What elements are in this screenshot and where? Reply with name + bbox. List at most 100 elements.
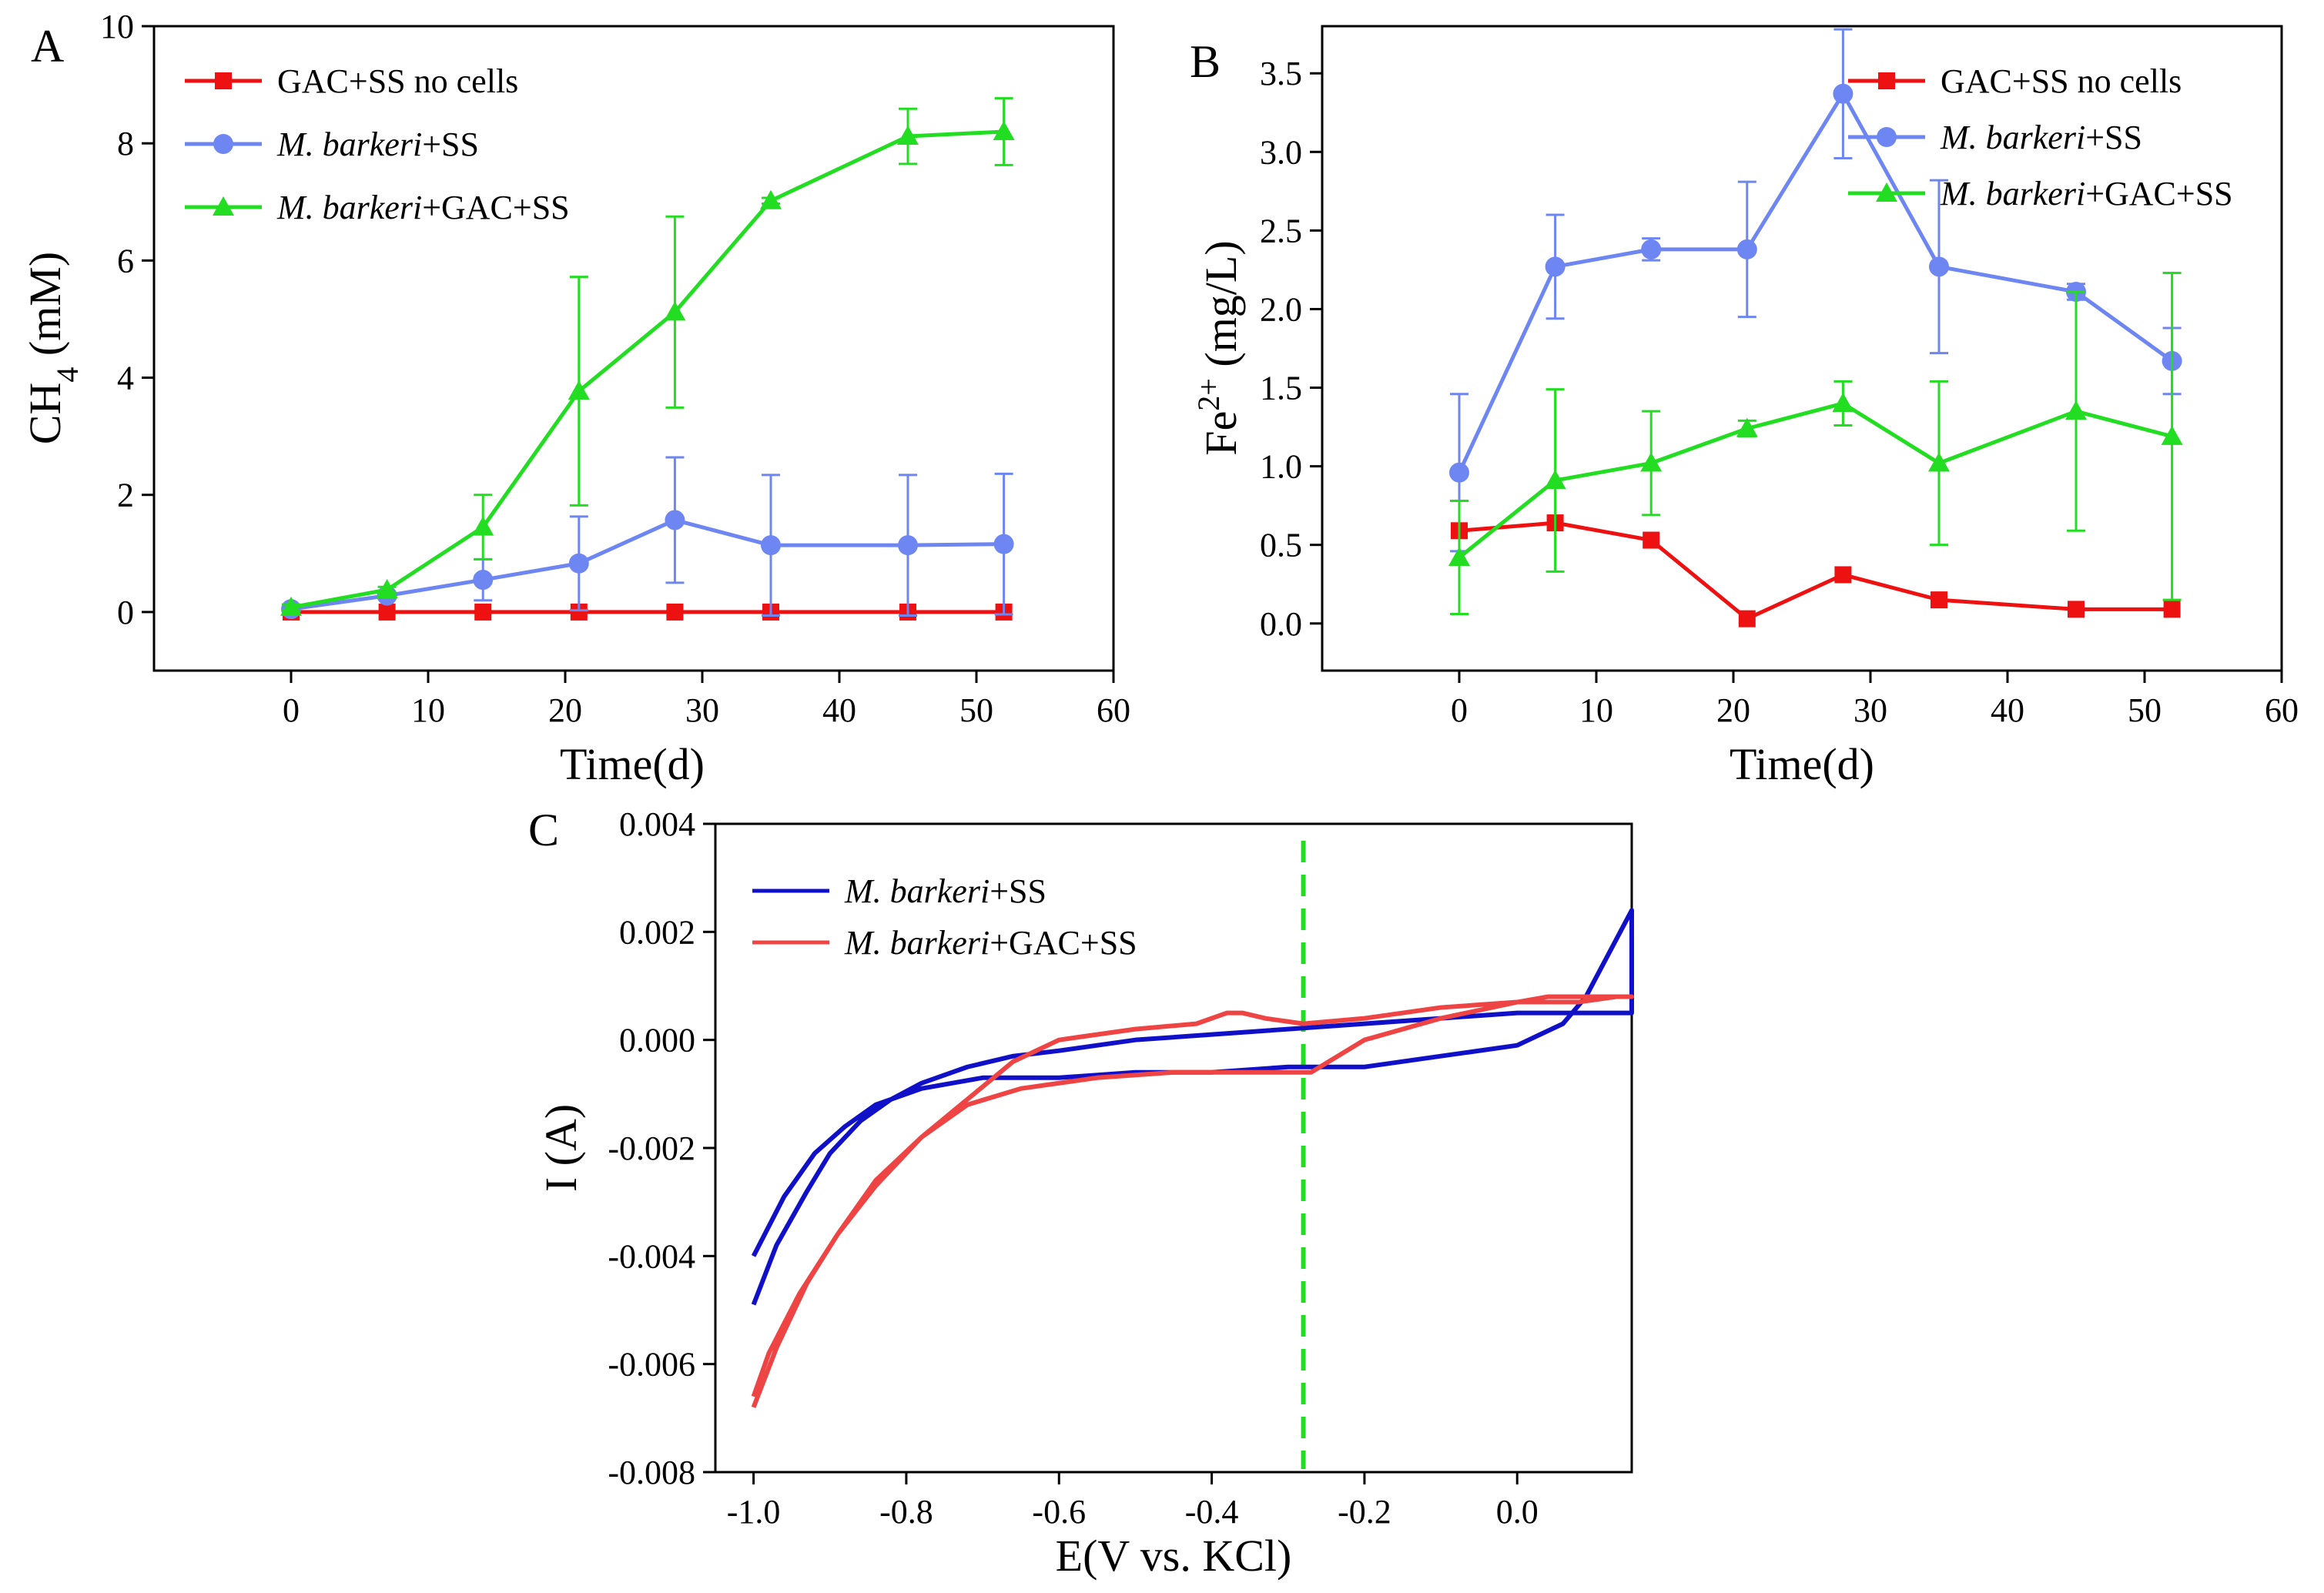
x-tick-label: 20 [548,691,582,729]
data-point [993,120,1015,140]
y-tick-label: 0.002 [619,913,695,951]
legend-marker [1876,182,1897,202]
legend-label-italic: M. barkeri [1940,175,2085,213]
data-point [761,535,781,556]
legend-marker [213,196,234,216]
panel-b: 0 10 20 30 40 50 60 0.0 0.5 1.0 1.5 2.0 2.5 3.0 3.5 Tim… [1190,25,2299,789]
data-point [280,596,302,616]
data-point [1736,417,1758,437]
series-1: M. barkeri+GAC+SS [751,924,1634,1408]
data-point [2068,601,2085,618]
y-tick-label: -0.004 [608,1237,695,1275]
data-point [1931,591,1947,609]
x-tick-label: 30 [685,691,719,729]
y-tick-label: 10 [100,8,134,45]
x-tick-label: 0 [1451,691,1468,729]
series-0: GAC+SS no cells [185,62,1013,621]
x-tick-label: -0.2 [1338,1493,1391,1531]
data-point [2065,400,2087,420]
data-point [897,125,919,146]
x-tick-label: 40 [1991,691,2024,729]
legend-label-rest: +GAC+SS [422,189,569,226]
data-point [568,553,589,574]
series-0: GAC+SS no cells [1451,62,2182,627]
data-point [666,603,684,621]
plot-frame [1321,25,2283,672]
series-line [751,908,1634,1306]
legend-label: M. barkeri+SS [844,872,1046,910]
data-point [2163,601,2181,618]
y-axis-title: I (A) [536,1104,586,1192]
plot-frame [152,25,1115,672]
legend-marker [213,134,233,154]
series-line [290,129,1004,610]
x-tick-label: -0.4 [1185,1493,1239,1531]
legend-label: M. barkeri+GAC+SS [276,189,570,226]
legend-label-rest: GAC+SS no cells [277,62,518,100]
y-tick-label: 3.5 [1260,55,1302,92]
y-tick-label: -0.008 [608,1454,695,1491]
x-tick-label: 10 [411,691,445,729]
y-tick-label: 6 [117,242,134,279]
y-axis-title: Fe2+ (mg/L) [1191,240,1247,455]
y-axis-title-unit: (mg/L) [1196,240,1246,378]
legend-label-rest: +SS [422,125,479,163]
panel-label: C [528,805,559,855]
series-2: M. barkeri+GAC+SS [1448,175,2233,616]
legend-label-italic: M. barkeri [276,189,422,226]
data-point [473,570,494,591]
data-point [1449,462,1469,483]
x-tick-label: 60 [1097,691,1130,729]
legend-label: GAC+SS no cells [1941,62,2182,100]
legend-label-italic: M. barkeri [1940,119,2085,156]
y-tick-label: 1.5 [1260,370,1302,407]
data-point [1643,531,1660,549]
legend-label-italic: M. barkeri [276,125,422,163]
y-axis-title-sup: 2+ [1191,378,1226,411]
data-point [1736,239,1757,259]
y-tick-label: 4 [117,360,134,397]
x-tick-label: -0.8 [879,1493,933,1531]
data-point [1833,83,1854,104]
data-point [993,534,1014,554]
data-point [378,603,396,621]
data-point [1545,256,1566,277]
data-point [665,510,685,530]
data-point [1640,452,1663,472]
series-1: M. barkeri+SS [1449,28,2182,553]
legend-label: M. barkeri+GAC+SS [1940,175,2233,213]
y-axis-title: CH4 (mM) [20,252,85,444]
x-tick-label: 0 [283,691,300,729]
x-tick-label: 40 [822,691,856,729]
plot-frame [714,822,1633,1474]
legend-label: M. barkeri+SS [276,125,479,163]
series-line [1458,401,2173,559]
x-tick-label: 20 [1716,691,1750,729]
y-tick-label: 2.0 [1260,290,1302,328]
y-axis-title-unit: (mM) [20,252,70,367]
x-axis-title: Time(d) [1730,739,1874,789]
series-0: M. barkeri+SS [751,872,1634,1306]
y-tick-label: 0.0 [1260,605,1302,643]
series-line [290,517,1004,611]
legend-marker [215,72,232,89]
y-tick-label: 3.0 [1260,133,1302,171]
data-point [1738,610,1756,627]
data-point [376,578,398,598]
y-tick-label: 0.5 [1260,527,1302,564]
data-point [2161,425,2183,445]
legend-label: M. barkeri+SS [1940,119,2142,156]
data-point [664,301,686,321]
data-point [1544,469,1566,489]
y-tick-label: 2 [117,477,134,514]
data-point [474,603,492,621]
y-tick-label: -0.002 [608,1129,695,1167]
y-axis-title-sub: 4 [50,367,85,383]
legend-label-italic: M. barkeri [844,924,990,962]
series-line [1457,92,2174,474]
data-point [570,603,588,621]
x-tick-label: 50 [959,691,993,729]
series-2: M. barkeri+GAC+SS [185,97,1015,616]
data-point [1928,452,1950,472]
